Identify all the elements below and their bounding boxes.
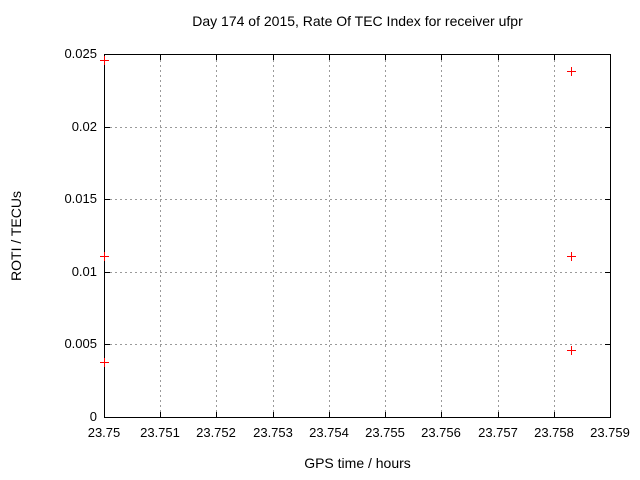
x-tick-top xyxy=(498,55,499,60)
x-tick-top xyxy=(160,55,161,60)
x-gridline xyxy=(329,55,330,416)
x-tick-label: 23.756 xyxy=(421,425,461,440)
x-gridline xyxy=(554,55,555,416)
y-tick-right xyxy=(605,272,610,273)
chart-title: Day 174 of 2015, Rate Of TEC Index for r… xyxy=(192,13,523,29)
x-tick-top xyxy=(385,55,386,60)
data-point-marker xyxy=(100,358,109,367)
y-tick-label: 0.02 xyxy=(71,119,97,134)
x-tick-label: 23.757 xyxy=(478,425,518,440)
y-gridline xyxy=(105,199,609,200)
y-tick-left xyxy=(105,417,110,418)
x-tick-top xyxy=(273,55,274,60)
y-tick-left xyxy=(105,272,110,273)
x-tick-top xyxy=(329,55,330,60)
x-tick-label: 23.754 xyxy=(309,425,349,440)
x-tick-bottom xyxy=(441,412,442,417)
y-tick-right xyxy=(605,344,610,345)
plot-area-border xyxy=(104,54,611,418)
x-tick-label: 23.759 xyxy=(590,425,630,440)
y-gridline xyxy=(105,344,609,345)
y-tick-right xyxy=(605,417,610,418)
x-tick-top xyxy=(441,55,442,60)
y-tick-label: 0.01 xyxy=(71,264,97,279)
x-tick-label: 23.753 xyxy=(253,425,293,440)
x-tick-top xyxy=(610,55,611,60)
y-tick-left xyxy=(105,199,110,200)
x-tick-top xyxy=(554,55,555,60)
y-tick-left xyxy=(105,54,110,55)
data-point-marker xyxy=(100,252,109,261)
x-tick-label: 23.755 xyxy=(365,425,405,440)
y-tick-label: 0.025 xyxy=(64,46,97,61)
x-tick-bottom xyxy=(498,412,499,417)
data-point-marker xyxy=(567,346,576,355)
x-tick-label: 23.758 xyxy=(534,425,574,440)
data-point-marker xyxy=(567,67,576,76)
y-axis-label: ROTI / TECUs xyxy=(8,191,24,281)
x-tick-bottom xyxy=(385,412,386,417)
y-gridline xyxy=(105,272,609,273)
x-gridline xyxy=(273,55,274,416)
x-tick-bottom xyxy=(160,412,161,417)
x-tick-top xyxy=(216,55,217,60)
y-gridline xyxy=(105,127,609,128)
x-tick-label: 23.75 xyxy=(87,425,121,440)
x-gridline xyxy=(441,55,442,416)
x-tick-bottom xyxy=(554,412,555,417)
x-tick-label: 23.752 xyxy=(196,425,236,440)
x-gridline xyxy=(160,55,161,416)
y-tick-right xyxy=(605,127,610,128)
y-tick-left xyxy=(105,127,110,128)
x-tick-label: 23.751 xyxy=(140,425,180,440)
y-tick-label: 0 xyxy=(89,409,97,424)
y-tick-right xyxy=(605,54,610,55)
x-tick-bottom xyxy=(610,412,611,417)
x-tick-bottom xyxy=(273,412,274,417)
y-tick-left xyxy=(105,344,110,345)
y-tick-right xyxy=(605,199,610,200)
data-point-marker xyxy=(567,252,576,261)
y-tick-label: 0.015 xyxy=(64,191,97,206)
x-gridline xyxy=(498,55,499,416)
y-tick-label: 0.005 xyxy=(64,336,97,351)
x-tick-bottom xyxy=(104,412,105,417)
x-tick-bottom xyxy=(216,412,217,417)
x-gridline xyxy=(385,55,386,416)
x-gridline xyxy=(216,55,217,416)
data-point-marker xyxy=(100,56,109,65)
x-tick-bottom xyxy=(329,412,330,417)
x-axis-label: GPS time / hours xyxy=(304,455,411,471)
